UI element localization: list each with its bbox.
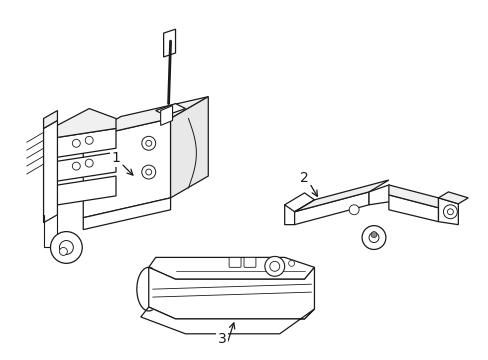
- Circle shape: [72, 162, 80, 170]
- Polygon shape: [83, 118, 170, 218]
- Polygon shape: [170, 96, 208, 198]
- Circle shape: [269, 261, 279, 271]
- Circle shape: [361, 226, 385, 249]
- Circle shape: [60, 247, 67, 255]
- Circle shape: [145, 140, 151, 146]
- Polygon shape: [51, 152, 116, 182]
- Polygon shape: [51, 109, 116, 138]
- Circle shape: [145, 169, 151, 175]
- Polygon shape: [368, 185, 408, 205]
- Circle shape: [264, 256, 284, 276]
- Polygon shape: [51, 176, 116, 206]
- Text: 2: 2: [300, 171, 308, 185]
- Circle shape: [85, 136, 93, 144]
- Circle shape: [50, 231, 82, 264]
- FancyBboxPatch shape: [229, 257, 241, 267]
- Polygon shape: [388, 185, 438, 208]
- FancyBboxPatch shape: [244, 257, 255, 267]
- Polygon shape: [148, 267, 314, 319]
- Polygon shape: [51, 129, 116, 158]
- Polygon shape: [294, 180, 388, 212]
- Circle shape: [443, 205, 456, 219]
- Polygon shape: [438, 198, 457, 225]
- Circle shape: [348, 205, 358, 215]
- Polygon shape: [163, 29, 175, 57]
- Polygon shape: [155, 104, 185, 116]
- Circle shape: [368, 233, 378, 243]
- Text: 3: 3: [217, 332, 226, 346]
- Circle shape: [72, 139, 80, 147]
- Polygon shape: [161, 105, 172, 125]
- Polygon shape: [148, 257, 314, 279]
- Polygon shape: [83, 198, 170, 230]
- Circle shape: [370, 231, 376, 238]
- Polygon shape: [83, 96, 208, 138]
- Polygon shape: [43, 111, 57, 129]
- Circle shape: [142, 136, 155, 150]
- Circle shape: [85, 159, 93, 167]
- Text: 1: 1: [111, 151, 120, 165]
- Polygon shape: [388, 195, 438, 222]
- Circle shape: [60, 240, 73, 255]
- Polygon shape: [141, 307, 314, 334]
- Circle shape: [288, 260, 294, 266]
- Polygon shape: [294, 192, 368, 225]
- Circle shape: [142, 165, 155, 179]
- Polygon shape: [438, 192, 468, 204]
- Circle shape: [447, 209, 452, 215]
- Polygon shape: [43, 121, 57, 223]
